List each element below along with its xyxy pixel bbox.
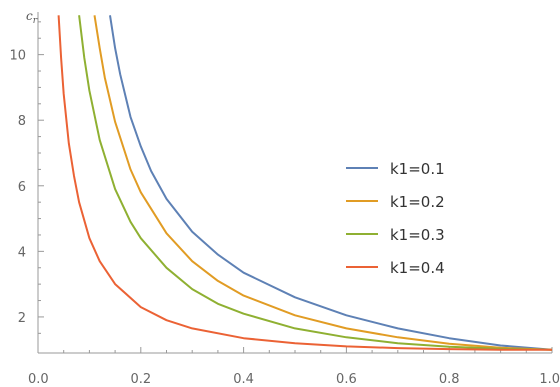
y-tick-label: 4: [18, 245, 26, 260]
x-tick-label: 0.2: [130, 372, 151, 387]
series-line-k1-0-1: [109, 15, 553, 351]
series-line-k1-0-4: [57, 15, 552, 351]
x-tick-label: 0.0: [28, 372, 49, 387]
legend: k1=0.1 k1=0.2 k1=0.3 k1=0.4: [346, 160, 445, 277]
legend-label: k1=0.4: [390, 259, 445, 277]
x-ticks: 0.0 0.2 0.4 0.6 0.8 1.0: [28, 347, 560, 387]
y-tick-label: 10: [9, 49, 26, 64]
axes: [37, 12, 552, 354]
x-tick-label: 0.8: [439, 372, 460, 387]
y-axis-label-subscript: r: [33, 16, 38, 26]
series-line-k1-0-3: [78, 15, 553, 351]
legend-label: k1=0.2: [390, 193, 445, 211]
y-tick-label: 8: [18, 114, 26, 129]
series-line-k1-0-2: [93, 15, 553, 351]
x-tick-label: 1.0: [539, 372, 560, 387]
x-tick-label: 0.4: [233, 372, 254, 387]
legend-label: k1=0.1: [390, 160, 445, 178]
y-tick-label: 2: [18, 311, 26, 326]
legend-label: k1=0.3: [390, 226, 445, 244]
series-group: [57, 15, 553, 351]
y-axis-label: cr: [26, 9, 38, 26]
y-ticks: 2 4 6 8 10: [9, 21, 44, 334]
x-tick-label: 0.6: [336, 372, 357, 387]
y-axis-label-main: c: [26, 9, 33, 23]
y-tick-label: 6: [18, 180, 26, 195]
